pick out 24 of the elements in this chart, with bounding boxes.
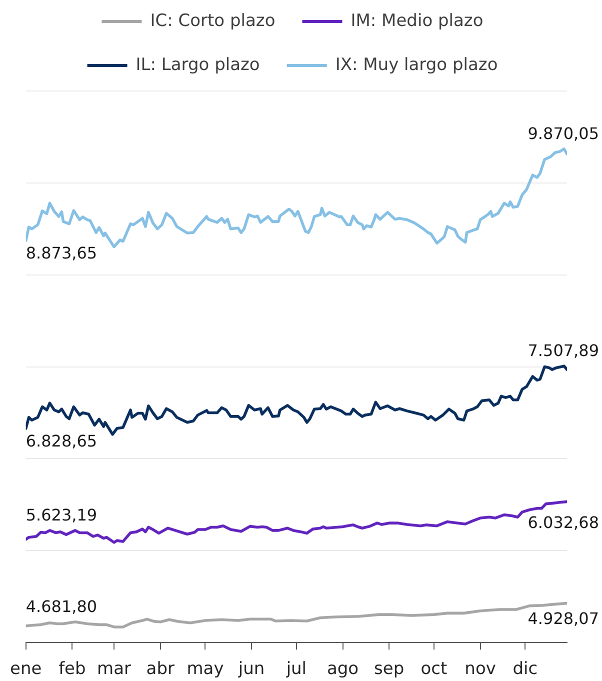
- x-tick-label: ene: [10, 659, 42, 680]
- x-tick-label: jun: [237, 659, 265, 680]
- x-tick-label: jul: [285, 659, 307, 680]
- x-tick-label: may: [186, 659, 224, 680]
- data-label: 8.873,65: [26, 244, 98, 263]
- legend-label: IL: Largo plazo: [136, 54, 260, 75]
- legend-label: IC: Corto plazo: [150, 10, 276, 31]
- x-tick-label: nov: [464, 659, 496, 680]
- data-label: 4.928,07: [528, 608, 599, 628]
- data-label: 5.623,19: [26, 506, 98, 525]
- x-tick-label: ago: [326, 659, 359, 680]
- x-tick-label: sep: [374, 659, 404, 680]
- legend-label: IM: Medio plazo: [350, 10, 484, 31]
- x-tick-label: oct: [420, 659, 448, 680]
- x-tick-label: abr: [146, 659, 174, 680]
- x-tick-label: dic: [512, 659, 538, 680]
- data-label: 4.681,80: [26, 597, 98, 616]
- data-label: 9.870,05: [528, 124, 599, 144]
- data-label: 7.507,89: [528, 341, 599, 360]
- legend-label: IX: Muy largo plazo: [335, 54, 498, 75]
- x-tick-label: mar: [97, 659, 132, 680]
- data-label: 6.032,68: [528, 512, 599, 532]
- x-tick-label: feb: [58, 659, 86, 680]
- data-label: 6.828,65: [26, 432, 98, 451]
